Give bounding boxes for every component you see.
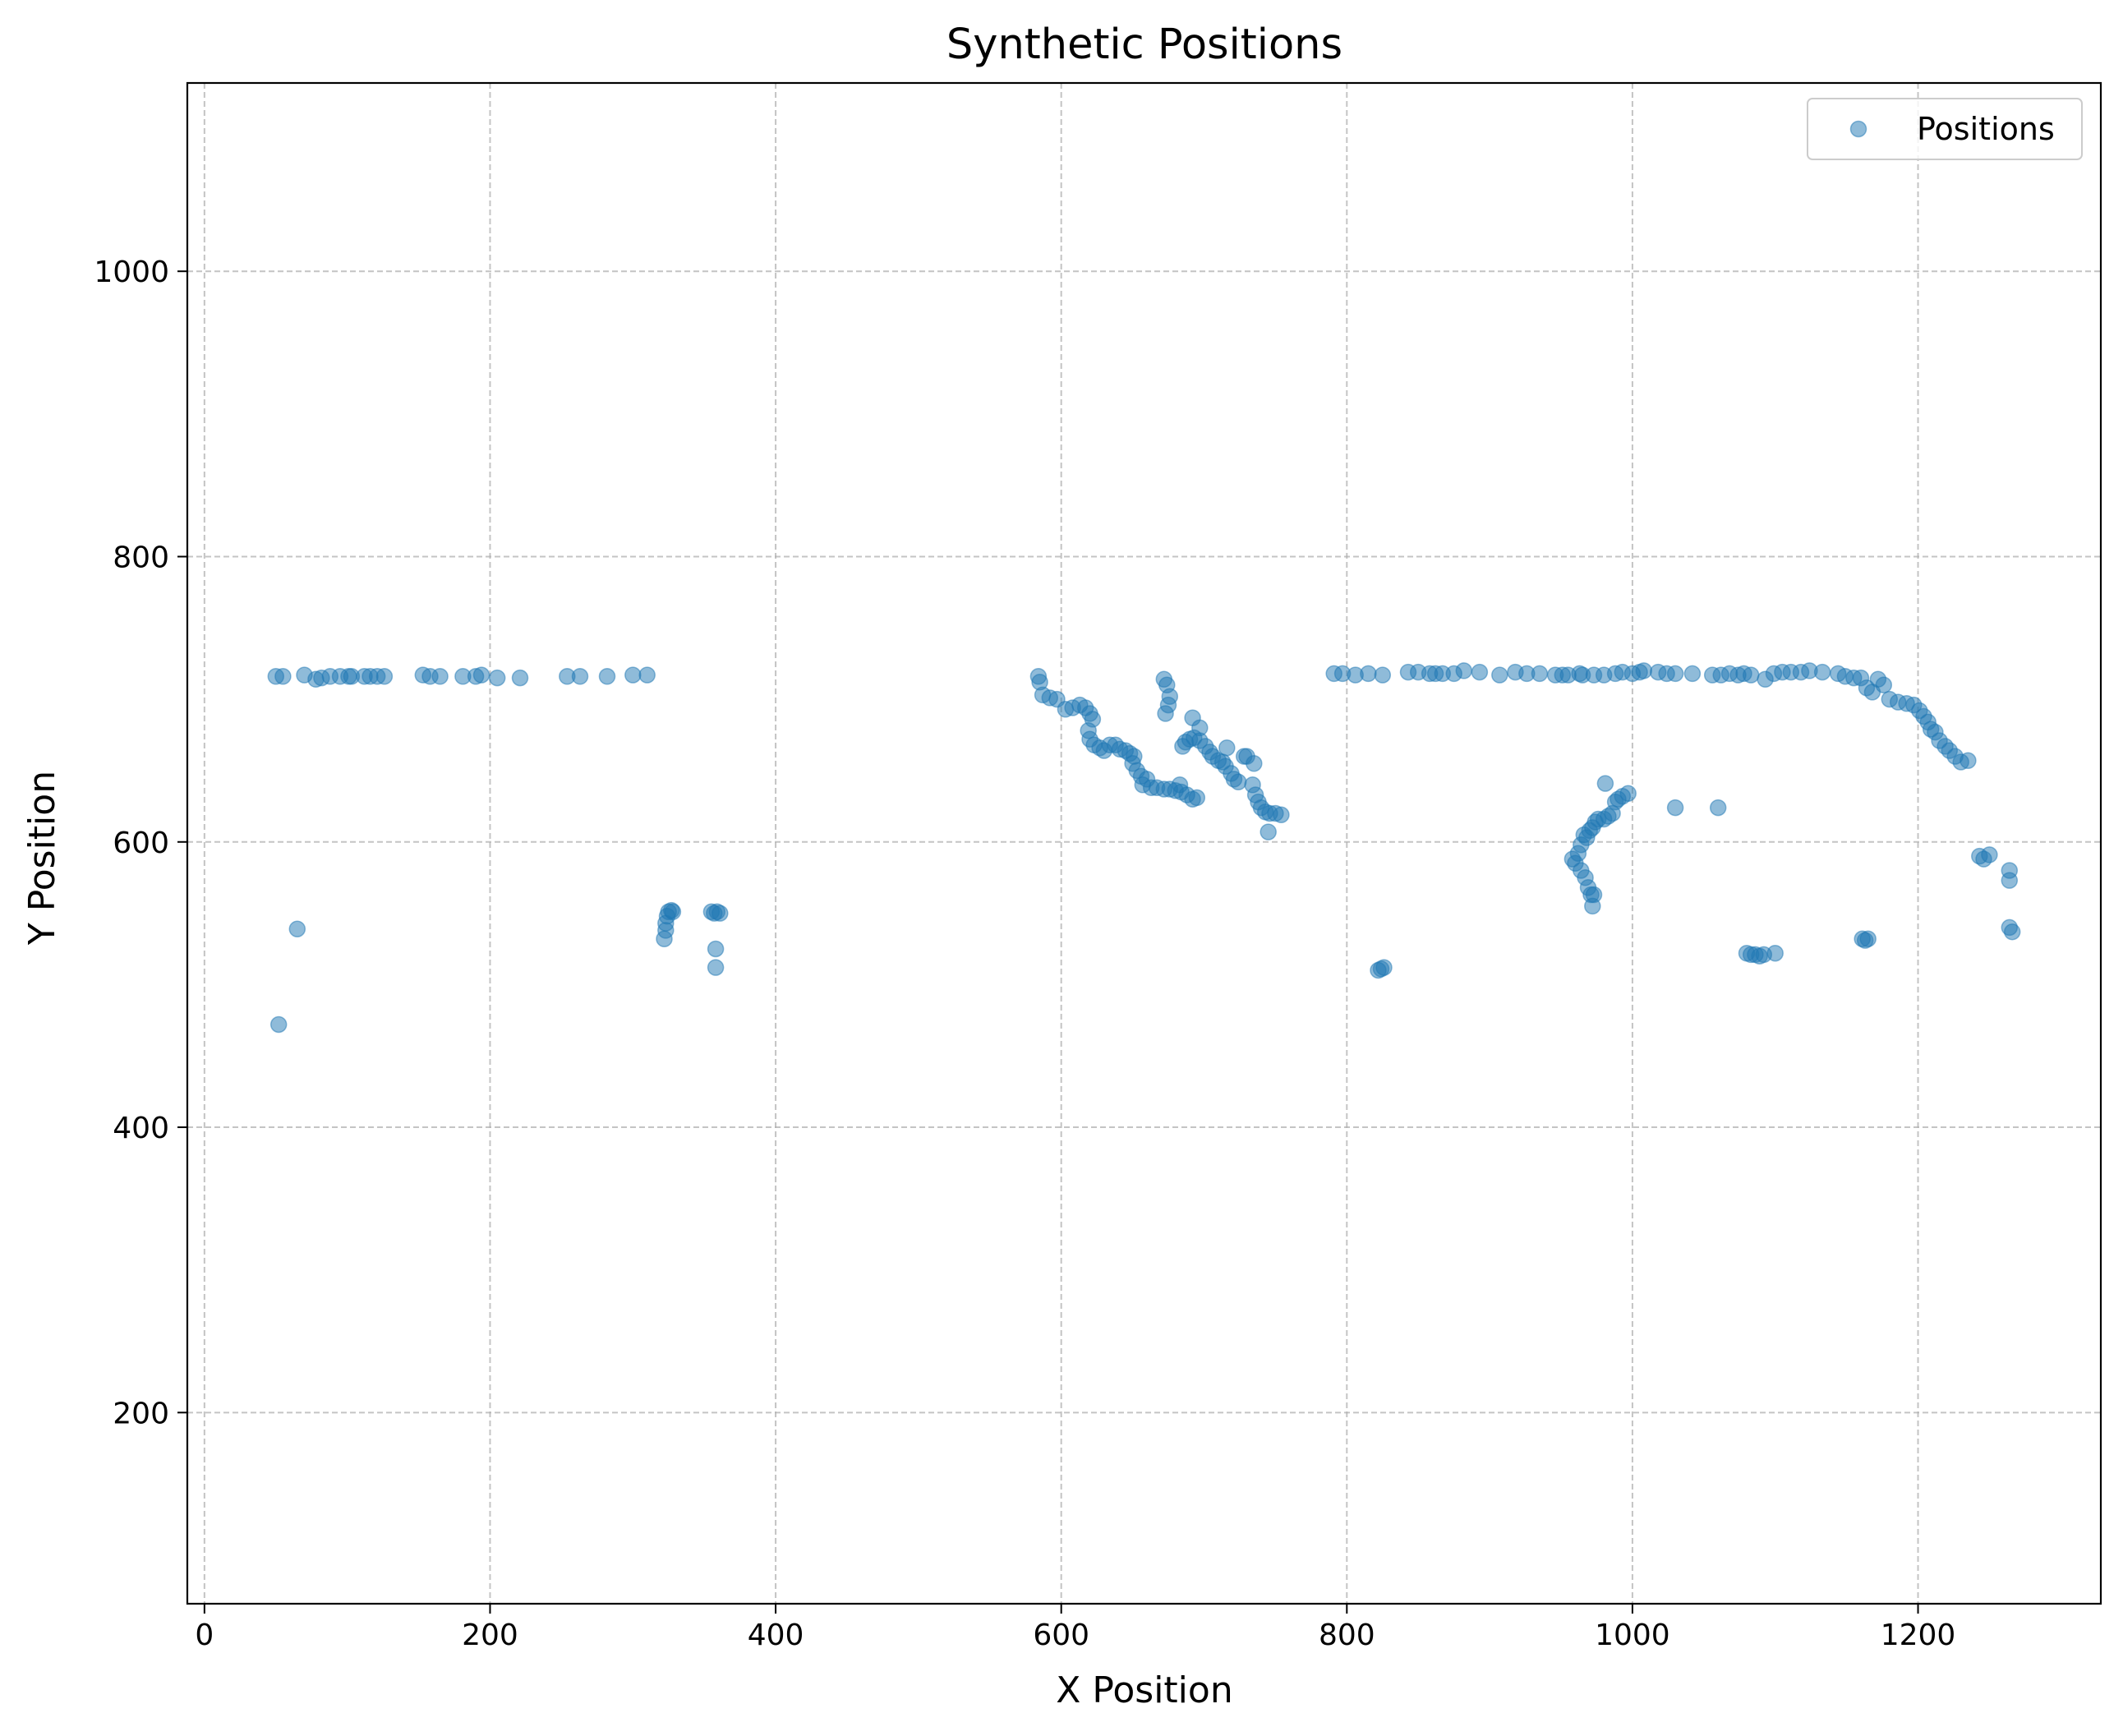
chart-title: Synthetic Positions [946, 21, 1342, 69]
x-tick-label: 0 [195, 1619, 214, 1652]
x-axis-label: X Position [1056, 1669, 1232, 1711]
data-point [571, 668, 589, 685]
data-point [1981, 846, 1998, 863]
axis-ticks: 0 200 400 600 800 1000 1200 200 400 600 800 1000 [94, 256, 1955, 1652]
data-point [1584, 897, 1601, 915]
data-point [1246, 755, 1263, 772]
data-point [1813, 663, 1831, 681]
data-point [1531, 665, 1549, 683]
data-point [1635, 662, 1653, 679]
data-point [1766, 944, 1784, 962]
data-point [1683, 665, 1702, 683]
y-tick-label: 600 [113, 827, 169, 860]
legend-label: Positions [1917, 111, 2055, 147]
data-point [1960, 752, 1977, 770]
data-point [269, 1015, 288, 1034]
y-tick-label: 200 [113, 1397, 169, 1430]
data-point [488, 669, 506, 687]
data-point [1709, 799, 1727, 817]
data-point [1666, 665, 1684, 683]
data-point [1491, 666, 1508, 684]
data-point [1375, 959, 1393, 976]
data-point [1374, 666, 1392, 684]
data-point [1360, 665, 1377, 683]
x-tick-label: 1000 [1595, 1619, 1670, 1652]
data-point [1218, 739, 1236, 757]
data-point [598, 668, 616, 685]
data-point [2001, 872, 2019, 889]
x-tick-label: 200 [462, 1619, 518, 1652]
legend-box [1807, 98, 2083, 160]
data-point [1619, 785, 1637, 802]
data-point [1666, 799, 1684, 817]
data-point [431, 668, 449, 685]
y-tick-label: 1000 [94, 256, 169, 289]
data-point [1471, 663, 1489, 681]
x-tick-label: 1200 [1881, 1619, 1956, 1652]
y-tick-label: 400 [113, 1112, 169, 1145]
data-point [1260, 823, 1277, 840]
data-point [1742, 666, 1760, 684]
data-point [664, 903, 682, 921]
data-point [1157, 705, 1174, 722]
legend: Positions [1807, 98, 2083, 160]
data-point [2003, 923, 2021, 941]
data-point [1859, 930, 1877, 948]
x-tick-label: 600 [1033, 1619, 1089, 1652]
data-point [1455, 662, 1473, 679]
data-point [1875, 676, 1893, 694]
data-point [274, 668, 292, 685]
plot-frame [186, 81, 2102, 1605]
data-point [712, 905, 729, 922]
data-point [1191, 719, 1209, 737]
x-tick-label: 800 [1319, 1619, 1375, 1652]
data-point [472, 666, 490, 684]
data-point [707, 940, 725, 958]
data-point [1229, 773, 1247, 791]
data-point [1188, 789, 1206, 807]
data-point [638, 666, 656, 684]
x-tick-label: 400 [748, 1619, 804, 1652]
data-point [707, 959, 725, 976]
y-axis-label: Y Position [21, 771, 63, 946]
legend-marker [1849, 120, 1867, 138]
y-tick-label: 800 [113, 541, 169, 574]
data-point [1171, 776, 1189, 794]
data-point [1596, 775, 1614, 792]
data-point [624, 666, 642, 684]
grid [187, 83, 2101, 1604]
data-point [375, 668, 394, 685]
data-point [1273, 806, 1290, 824]
data-points [267, 662, 2021, 1034]
data-point [511, 669, 529, 687]
data-point [288, 920, 306, 937]
